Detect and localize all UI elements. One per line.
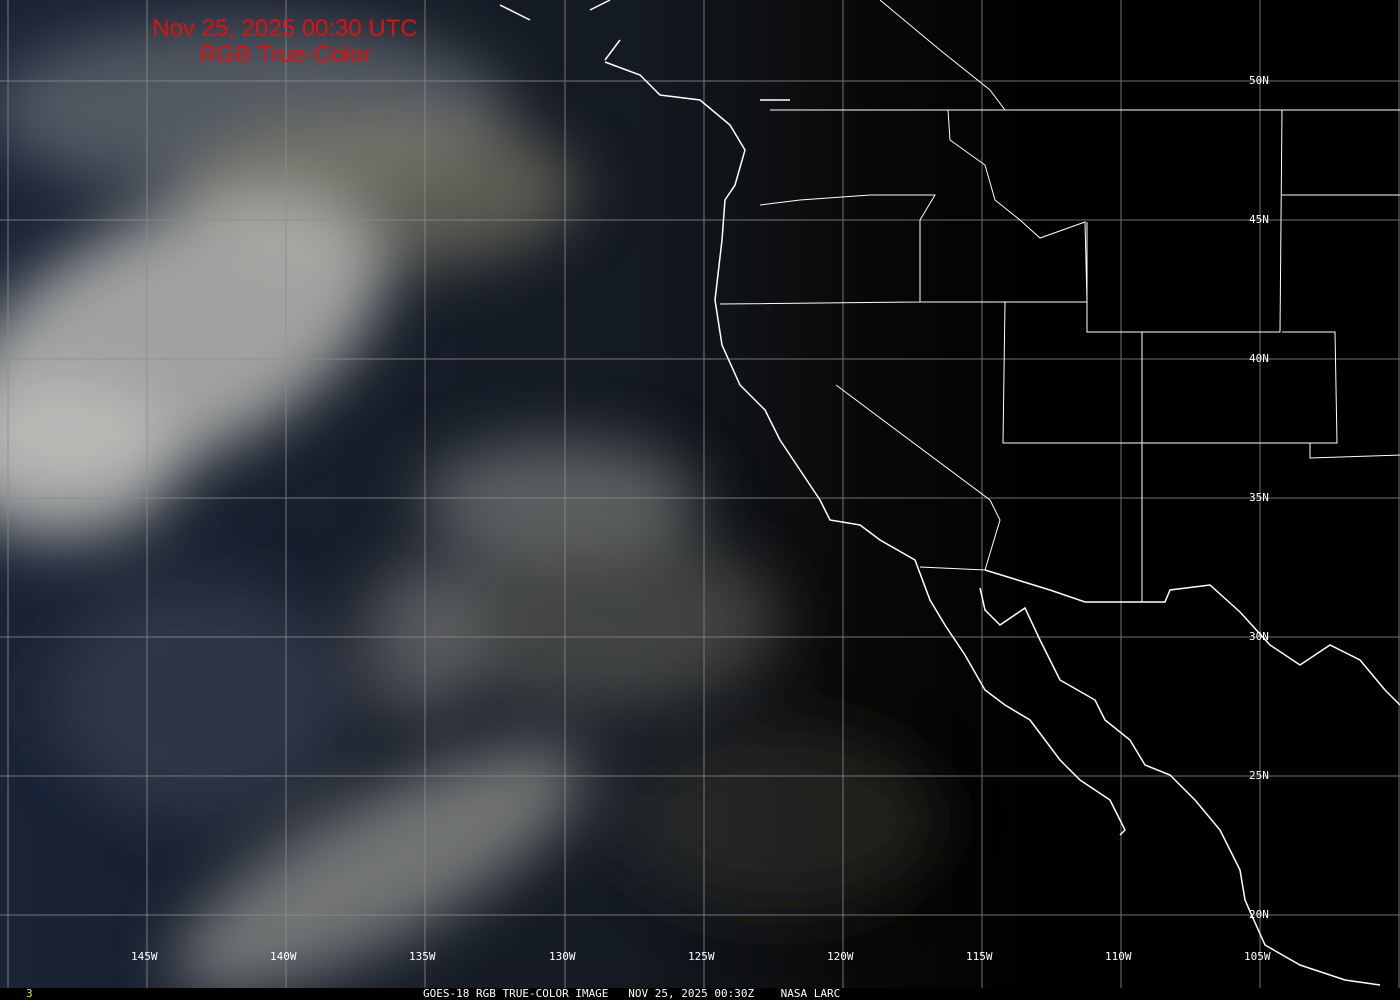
latitude-label: 50N — [1249, 74, 1269, 87]
longitude-label: 110W — [1105, 950, 1132, 963]
title-timestamp: Nov 25, 2025 00:30 UTC — [152, 15, 418, 42]
longitude-label: 130W — [549, 950, 576, 963]
longitude-label: 115W — [966, 950, 993, 963]
longitude-label: 135W — [409, 950, 436, 963]
title-product: RGB True-Color — [198, 41, 372, 68]
latitude-label: 30N — [1249, 630, 1269, 643]
coastlines — [499, 0, 1400, 986]
latitude-label: 25N — [1249, 769, 1269, 782]
image-caption: GOES-18 RGB TRUE-COLOR IMAGE NOV 25, 202… — [423, 987, 841, 1000]
latitude-label: 20N — [1249, 908, 1269, 921]
latitude-label: 40N — [1249, 352, 1269, 365]
footer-bar: 3 GOES-18 RGB TRUE-COLOR IMAGE NOV 25, 2… — [0, 988, 1400, 1000]
longitude-label: 105W — [1244, 950, 1271, 963]
longitude-label: 145W — [131, 950, 158, 963]
longitude-label: 125W — [688, 950, 715, 963]
latitude-label: 35N — [1249, 491, 1269, 504]
latitude-label: 45N — [1249, 213, 1269, 226]
frame-number: 3 — [26, 987, 33, 1000]
cloud-cover — [0, 20, 940, 995]
longitude-label: 140W — [270, 950, 297, 963]
longitude-label: 120W — [827, 950, 854, 963]
state-borders — [719, 0, 1400, 602]
